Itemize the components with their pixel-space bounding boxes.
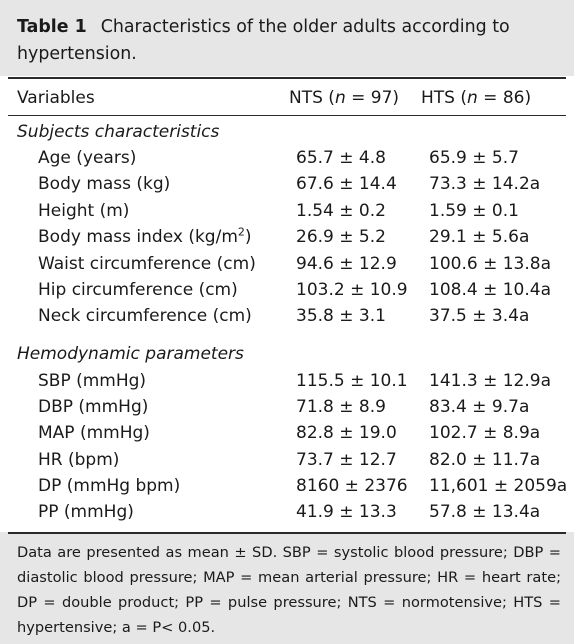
row-variable: MAP (mmHg) [38,421,150,445]
table-row: Height (m) 1.54 ± 0.2 1.59 ± 0.1 [0,199,574,225]
row-variable: Age (years) [38,146,136,170]
header-hts: HTS (n = 86) [421,88,532,108]
table-footnote: Data are presented as mean ± SD. SBP = s… [17,544,561,636]
row-variable: Hip circumference (cm) [38,278,238,302]
row-hts-value: 141.3 ± 12.9a [429,371,551,391]
table-caption-text: Characteristics of the older adults acco… [17,17,510,64]
section-title: Subjects characteristics [17,122,220,142]
row-hts-value: 108.4 ± 10.4a [429,280,551,300]
section-title: Hemodynamic parameters [17,344,244,364]
row-variable: Body mass index (kg/m2) [38,225,252,249]
table-row: HR (bpm) 73.7 ± 12.7 82.0 ± 11.7a [0,448,574,474]
row-variable: Neck circumference (cm) [38,304,252,328]
table-caption-band: Table 1 Characteristics of the older adul… [0,0,574,76]
table-row: PP (mmHg) 41.9 ± 13.3 57.8 ± 13.4a [0,500,574,526]
row-variable-text: Age (years) [38,148,137,168]
row-variable: Body mass (kg) [38,172,170,196]
row-nts-value: 73.7 ± 12.7 [296,450,397,470]
top-rule [8,77,566,79]
row-nts-value: 67.6 ± 14.4 [296,174,397,194]
row-hts-value: 73.3 ± 14.2a [429,174,541,194]
row-hts-value: 102.7 ± 8.9a [429,423,541,443]
row-hts-value: 83.4 ± 9.7a [429,397,530,417]
bottom-rule [8,532,566,534]
row-hts-value: 1.59 ± 0.1 [429,201,519,221]
table-row: SBP (mmHg) 115.5 ± 10.1 141.3 ± 12.9a [0,369,574,395]
table-caption: Table 1 Characteristics of the older adul… [17,14,565,68]
row-nts-value: 71.8 ± 8.9 [296,397,386,417]
row-variable-text: HR (bpm) [38,450,120,470]
row-hts-value: 11,601 ± 2059a [429,476,568,496]
row-hts-value: 37.5 ± 3.4a [429,306,530,326]
table-row: Age (years) 65.7 ± 4.8 65.9 ± 5.7 [0,146,574,172]
row-variable-tail: ) [244,227,252,247]
row-nts-value: 115.5 ± 10.1 [296,371,408,391]
row-nts-value: 94.6 ± 12.9 [296,254,397,274]
table-row: Waist circumference (cm) 94.6 ± 12.9 100.6… [0,252,574,278]
row-variable-text: SBP (mmHg) [38,371,147,391]
header-nts: NTS (n = 97) [289,88,400,108]
table-row: DP (mmHg bpm) 8160 ± 2376 11,601 ± 2059a [0,474,574,500]
table-row: Body mass index (kg/m2) 26.9 ± 5.2 29.1 ± … [0,225,574,251]
row-variable-text: Height (m) [38,201,130,221]
row-hts-value: 65.9 ± 5.7 [429,148,519,168]
row-nts-value: 8160 ± 2376 [296,476,408,496]
row-variable: DP (mmHg bpm) [38,474,180,498]
table-footer: Data are presented as mean ± SD. SBP = s… [0,532,574,644]
row-variable-text: DBP (mmHg) [38,397,149,417]
row-variable-text: DP (mmHg bpm) [38,476,181,496]
row-variable: DBP (mmHg) [38,395,148,419]
row-variable-text: Body mass index (kg/m [38,227,238,247]
row-nts-value: 103.2 ± 10.9 [296,280,408,300]
table-row: Hip circumference (cm) 103.2 ± 10.9 108.4 … [0,278,574,304]
table-row: Neck circumference (cm) 35.8 ± 3.1 37.5 ± … [0,304,574,330]
row-nts-value: 82.8 ± 19.0 [296,423,397,443]
row-nts-value: 26.9 ± 5.2 [296,227,386,247]
row-variable-text: Body mass (kg) [38,174,171,194]
row-nts-value: 35.8 ± 3.1 [296,306,386,326]
row-variable: SBP (mmHg) [38,369,146,393]
row-variable-text: Neck circumference (cm) [38,306,252,326]
header-rule [8,115,566,116]
row-variable-text: PP (mmHg) [38,502,134,522]
row-nts-value: 41.9 ± 13.3 [296,502,397,522]
row-hts-value: 29.1 ± 5.6a [429,227,530,247]
row-nts-value: 1.54 ± 0.2 [296,201,386,221]
table-row: DBP (mmHg) 71.8 ± 8.9 83.4 ± 9.7a [0,395,574,421]
header-variables: Variables [17,88,95,108]
table-row: MAP (mmHg) 82.8 ± 19.0 102.7 ± 8.9a [0,421,574,447]
row-variable: Waist circumference (cm) [38,252,256,276]
row-variable: HR (bpm) [38,448,119,472]
row-variable: Height (m) [38,199,129,223]
table-number: Table 1 [17,17,87,37]
row-variable-text: Waist circumference (cm) [38,254,256,274]
row-nts-value: 65.7 ± 4.8 [296,148,386,168]
row-hts-value: 82.0 ± 11.7a [429,450,541,470]
row-hts-value: 100.6 ± 13.8a [429,254,551,274]
row-variable-text: Hip circumference (cm) [38,280,238,300]
row-variable: PP (mmHg) [38,500,134,524]
row-hts-value: 57.8 ± 13.4a [429,502,541,522]
table-row: Body mass (kg) 67.6 ± 14.4 73.3 ± 14.2a [0,172,574,198]
row-variable-text: MAP (mmHg) [38,423,150,443]
row-variable-superscript: 2 [237,225,245,239]
